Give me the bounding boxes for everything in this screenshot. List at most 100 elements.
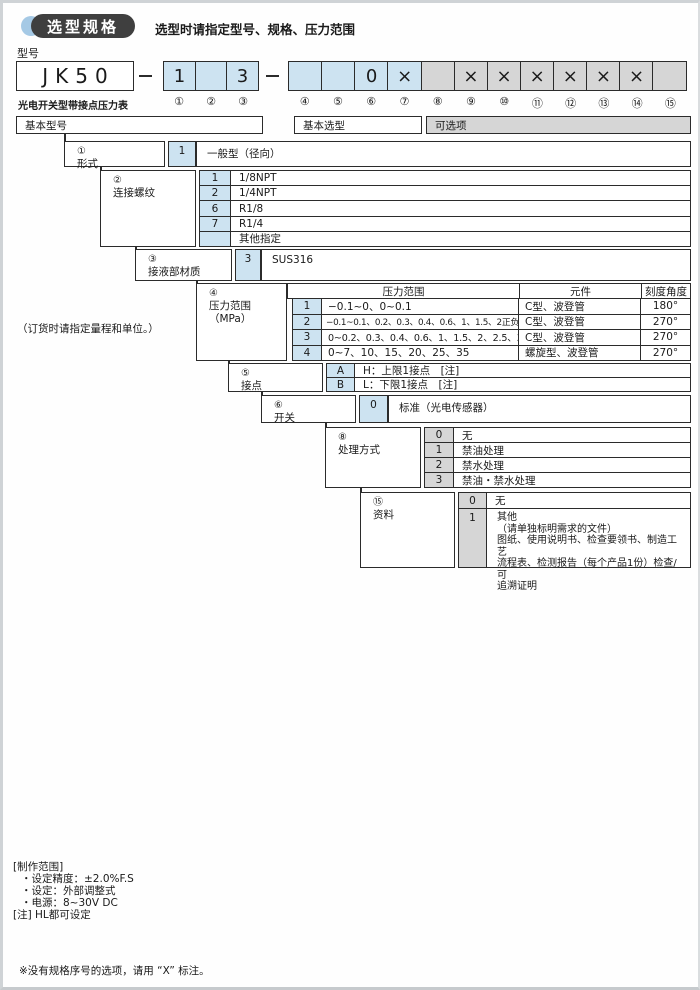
scope-item: ・电源：8~30V DC [21,897,118,909]
circled-number: ⑧ [432,95,443,108]
step-connector [228,360,230,364]
model-code-dash [139,74,152,77]
option-code: A [327,364,355,377]
element-type: C型、波登管 [519,330,641,345]
circled-number: ⑨ [465,95,476,108]
group4-label-box: ④ 压力范围（MPa） [196,283,287,361]
model-code-box [420,61,456,91]
option-row: 7 R1/4 [200,215,690,231]
option-row: 1 1/8NPT [200,171,690,186]
group6-label-box: ⑥ 开关 [261,395,356,424]
scope-title: [制作范围] [13,861,64,873]
option-code: 6 [200,201,231,216]
element-type: C型、波登管 [519,314,641,329]
scope-item: ・设定：外部调整式 [21,885,116,897]
circled-number: ⑪ [531,97,543,110]
element-type: C型、波登管 [519,299,641,314]
option-row: 1 其他 （请单独标明需求的文件） 图纸、使用说明书、检查要领书、制造工艺 流程… [459,508,690,592]
option-value: 禁水处理 [462,459,504,472]
header-base-model-label: 基本型号 [25,119,67,132]
circled-number: ⑦ [399,95,410,108]
group-name: 接液部材质 [148,266,201,278]
option-code: 1 [293,299,322,314]
pressure-range: 0~7、10、15、20、25、35 [322,345,519,360]
step-connector [196,280,198,284]
model-code-box [194,61,228,91]
step-connector [261,391,263,396]
digit-index-row: ① ② ③ [163,95,259,108]
header-optional-label: 可选项 [435,119,467,132]
pressure-row: 3 0~0.2、0.3、0.4、0.6、1、1.5、2、2.5、3.5、5 C型… [293,329,690,345]
pressure-row: 2 −0.1~0.1、0.2、0.3、0.4、0.6、1、1.5、2正负压联程计… [293,313,690,329]
group8-options: 0 无 1 禁油处理 2 禁水处理 3 禁油・禁水处理 [424,427,691,488]
section-badge-label: 选型规格 [46,17,119,36]
group2-options: 1 1/8NPT 2 1/4NPT 6 R1/8 7 R1/4 其他指定 [199,170,691,247]
option-value-line: 流程表、检测报告（每个产品1份）检查/可 [497,558,677,581]
model-code-box: × [519,61,555,91]
model-code-box [652,61,687,91]
order-note: （订货时请指定量程和单位。） [17,323,159,335]
step-connector [135,246,137,250]
option-code: 3 [425,473,454,487]
step-connector [360,488,362,493]
option-code [200,231,231,247]
col-header-range: 压力范围 [288,284,520,298]
group3-code: 3 [235,249,261,281]
scale-angle: 270° [652,315,679,328]
model-code-group2: 0 × × × × × × × [288,61,687,91]
group3-value: SUS316 [261,249,691,281]
option-value: L：下限1接点 [注] [363,379,458,391]
step-connector [64,133,66,142]
model-code-box: 0 [354,61,389,91]
option-row: A H：上限1接点 [注] [327,364,690,377]
model-code-box [321,61,356,91]
model-code-box: × [586,61,621,91]
group-number: ④ [209,288,218,299]
group-number: ③ [148,254,157,265]
circled-number: ⑬ [598,97,610,110]
hl-note: [注] HL都可设定 [13,909,91,921]
group-name: 形式 [77,158,98,170]
pressure-row: 4 0~7、10、15、20、25、35 螺旋型、波登管 270° [293,344,690,360]
option-code: 1 [200,171,231,186]
pressure-range: −0.1~0、0~0.1 [322,299,519,314]
option-value: 标准（光电传感器） [399,402,494,414]
col-header-angle: 刻度角度 [645,285,687,298]
circled-number: ⑥ [366,95,377,108]
option-code: 1 [425,443,454,457]
group-number: ① [77,146,86,157]
option-row: 其他指定 [200,230,690,247]
group-name: 接点 [241,380,262,392]
group-name: 处理方式 [338,444,380,456]
option-value: 1/4NPT [239,187,277,200]
scale-angle: 180° [652,300,679,313]
group8-label-box: ⑧ 处理方式 [325,427,421,488]
option-value: R1/8 [239,202,264,215]
option-value-line: 其他 [497,512,517,523]
option-code: 2 [200,186,231,201]
group-name: 压力范围（MPa） [209,300,252,325]
group4-subtable-header: 压力范围 元件 刻度角度 [287,283,691,299]
option-code: 2 [293,314,322,329]
model-code-box: 1 [163,61,196,91]
model-code-box: × [453,61,489,91]
circled-number: ⑤ [332,95,343,108]
group15-options: 0 无 1 其他 （请单独标明需求的文件） 图纸、使用说明书、检查要领书、制造工… [458,492,691,592]
group1-code: 1 [168,141,196,167]
model-code-box: × [387,61,422,91]
digit-index-row: ④ ⑤ ⑥ ⑦ ⑧ ⑨ ⑩ ⑪ ⑫ ⑬ ⑭ ⑮ [288,95,687,111]
model-code-box: × [486,61,522,91]
option-code: 2 [425,458,454,472]
option-value-multiline: 其他 （请单独标明需求的文件） 图纸、使用说明书、检查要领书、制造工艺 流程表、… [487,509,690,592]
circled-number: ⑫ [565,97,577,110]
page-subtitle: 选型时请指定型号、规格、压力范围 [155,22,356,37]
pressure-row: 1 −0.1~0、0~0.1 C型、波登管 180° [293,299,690,314]
option-value-line: 图纸、使用说明书、检查要领书、制造工艺 [497,535,677,558]
option-row: 0 无 [459,493,690,508]
option-row: 0 无 [425,428,690,442]
group2-label-box: ② 连接螺纹 [100,170,196,247]
circled-number: ① [174,95,184,108]
option-row: 3 禁油・禁水处理 [425,472,690,487]
option-row: 2 禁水处理 [425,457,690,472]
